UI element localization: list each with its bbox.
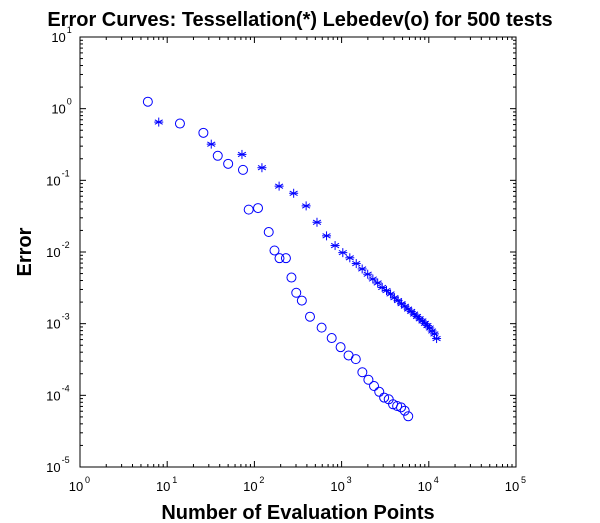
x-tick-exponent: 0 — [85, 475, 90, 485]
x-tick-exponent: 3 — [347, 475, 352, 485]
data-point-tessellation — [237, 149, 247, 159]
data-point-lebedev — [350, 354, 361, 365]
x-tick-label: 10 — [418, 479, 432, 494]
data-point-lebedev — [223, 158, 234, 169]
data-point-tessellation — [289, 188, 299, 198]
x-tick-label: 10 — [505, 479, 519, 494]
data-point-lebedev — [374, 386, 385, 397]
x-tick-exponent: 4 — [434, 475, 439, 485]
data-point-lebedev — [403, 411, 414, 422]
data-point-tessellation — [312, 217, 322, 227]
x-tick-exponent: 2 — [259, 475, 264, 485]
data-point-tessellation — [357, 264, 367, 274]
data-point-lebedev — [357, 367, 368, 378]
x-axis-label: Number of Evaluation Points — [161, 502, 434, 523]
tick-labels: 10 0 10 1 10 2 10 3 10 4 10 510 110 010 -110 -210 -310 -4… — [46, 25, 526, 494]
y-tick-label: 10 — [46, 173, 60, 188]
y-tick-exponent: -2 — [62, 240, 70, 250]
plot-area — [79, 36, 517, 468]
data-point-lebedev — [253, 203, 264, 214]
y-tick-exponent: 1 — [67, 25, 72, 35]
data-point-lebedev — [243, 204, 254, 215]
data-point-lebedev — [369, 380, 380, 391]
data-point-lebedev — [392, 400, 403, 411]
data-point-lebedev — [296, 295, 307, 306]
y-tick-label: 10 — [46, 460, 60, 475]
data-point-tessellation — [363, 269, 373, 279]
data-point-lebedev — [304, 311, 315, 322]
y-tick-exponent: -5 — [62, 455, 70, 465]
data-point-lebedev — [396, 402, 407, 413]
x-tick-label: 10 — [330, 479, 344, 494]
series-tessellation — [154, 117, 442, 344]
data-point-tessellation — [257, 163, 267, 173]
data-point-tessellation — [338, 248, 348, 258]
x-tick-label: 10 — [243, 479, 257, 494]
data-point-lebedev — [316, 322, 327, 333]
series-lebedev — [142, 96, 414, 422]
data-point-lebedev — [379, 392, 390, 403]
x-tick-exponent: 5 — [521, 475, 526, 485]
data-point-lebedev — [399, 405, 410, 416]
y-tick-exponent: -3 — [62, 312, 70, 322]
data-point-tessellation — [322, 231, 332, 241]
series-layer — [142, 96, 442, 422]
x-tick-label: 10 — [69, 479, 83, 494]
data-point-lebedev — [212, 150, 223, 161]
x-tick-exponent: 1 — [172, 475, 177, 485]
data-point-tessellation — [206, 139, 216, 149]
data-point-lebedev — [326, 333, 337, 344]
y-tick-exponent: 0 — [67, 97, 72, 107]
y-tick-label: 10 — [51, 30, 65, 45]
data-point-lebedev — [237, 164, 248, 175]
data-point-lebedev — [280, 253, 291, 264]
y-tick-label: 10 — [51, 102, 65, 117]
y-tick-label: 10 — [46, 317, 60, 332]
data-point-lebedev — [335, 342, 346, 353]
data-point-tessellation — [345, 253, 355, 263]
data-point-tessellation — [274, 181, 284, 191]
data-point-lebedev — [286, 272, 297, 283]
data-point-lebedev — [263, 227, 274, 238]
data-point-tessellation — [154, 117, 164, 127]
data-point-tessellation — [351, 259, 361, 269]
data-point-tessellation — [373, 278, 383, 288]
data-point-tessellation — [301, 201, 311, 211]
data-point-lebedev — [274, 253, 285, 264]
chart-title: Error Curves: Tessellation(*) Lebedev(o)… — [47, 9, 552, 31]
y-tick-exponent: -1 — [62, 168, 70, 178]
x-tick-label: 10 — [156, 479, 170, 494]
data-point-lebedev — [142, 96, 153, 107]
data-point-tessellation — [386, 289, 396, 299]
data-point-lebedev — [174, 118, 185, 129]
data-point-lebedev — [269, 245, 280, 256]
y-tick-exponent: -4 — [62, 383, 70, 393]
data-point-lebedev — [363, 374, 374, 385]
data-point-tessellation — [368, 274, 378, 284]
y-tick-label: 10 — [46, 388, 60, 403]
data-point-tessellation — [432, 334, 442, 344]
y-tick-label: 10 — [46, 245, 60, 260]
data-point-tessellation — [330, 241, 340, 251]
data-point-lebedev — [198, 127, 209, 138]
axis-ticks — [79, 36, 517, 468]
y-axis-label: Error — [14, 227, 36, 276]
data-point-lebedev — [291, 287, 302, 298]
